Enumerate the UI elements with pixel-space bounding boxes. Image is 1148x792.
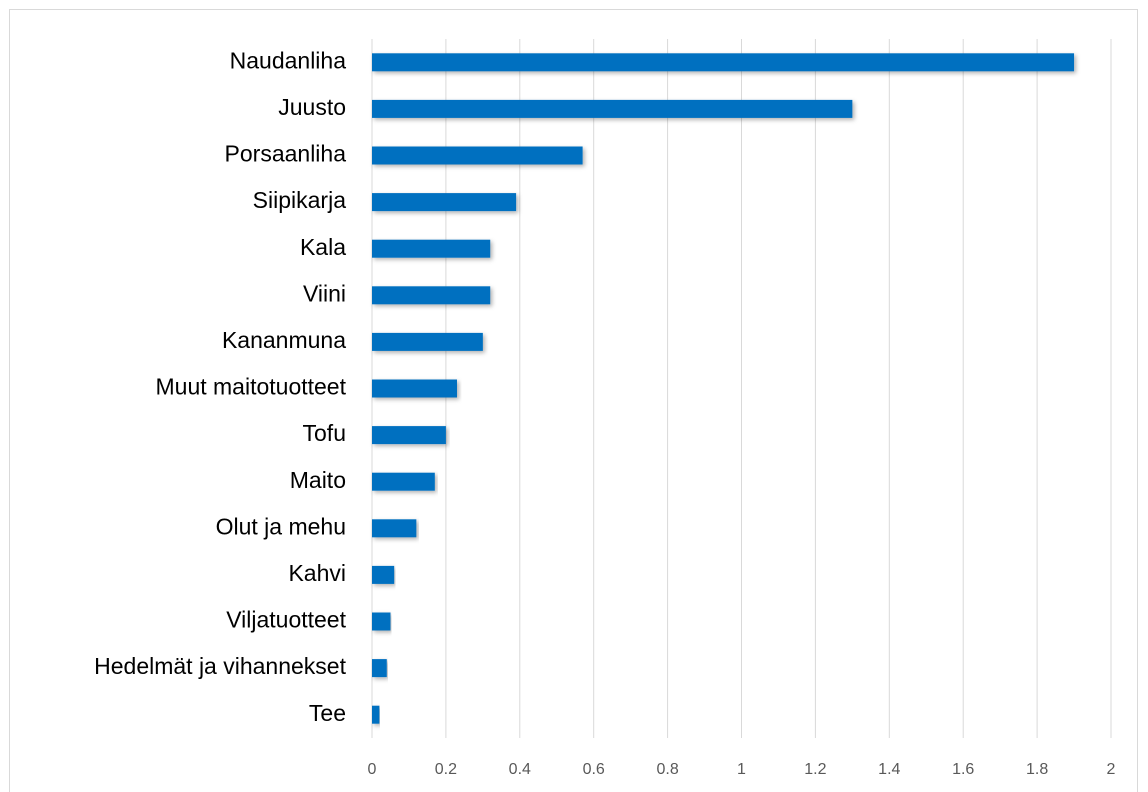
y-tick-label: Viljatuotteet — [226, 607, 346, 633]
bar — [372, 426, 446, 445]
y-tick-label: Tee — [309, 700, 346, 726]
bar — [372, 705, 380, 724]
x-tick-label: 1 — [737, 761, 746, 778]
bar — [372, 146, 583, 165]
y-tick-label: Kahvi — [288, 560, 346, 586]
bar — [372, 286, 491, 305]
x-tick-label: 0.6 — [583, 761, 605, 778]
bar — [372, 379, 457, 398]
y-tick-label: Kala — [300, 234, 346, 260]
y-tick-label: Juusto — [278, 94, 346, 120]
bar — [372, 193, 517, 212]
bar — [372, 332, 483, 351]
chart-frame — [9, 9, 1138, 792]
y-tick-label: Siipikarja — [253, 187, 347, 213]
bar — [372, 239, 491, 258]
y-tick-label: Hedelmät ja vihannekset — [94, 653, 346, 679]
x-tick-label: 1.4 — [878, 761, 900, 778]
bar — [372, 99, 853, 118]
y-tick-label: Naudanliha — [230, 47, 347, 73]
x-tick-label: 1.6 — [952, 761, 974, 778]
bar — [372, 53, 1075, 72]
bar — [372, 519, 417, 538]
x-tick-label: 0 — [368, 761, 377, 778]
bar — [372, 565, 395, 584]
x-tick-label: 1.2 — [804, 761, 826, 778]
bar — [372, 472, 435, 491]
y-tick-label: Kananmuna — [222, 327, 346, 353]
y-tick-label: Tofu — [303, 420, 346, 446]
bar — [372, 612, 391, 631]
y-tick-label: Maito — [290, 467, 346, 493]
x-tick-label: 0.8 — [656, 761, 678, 778]
x-tick-label: 0.4 — [509, 761, 531, 778]
y-tick-label: Olut ja mehu — [216, 513, 346, 539]
x-tick-label: 1.8 — [1026, 761, 1048, 778]
x-tick-label: 2 — [1107, 761, 1116, 778]
y-tick-label: Porsaanliha — [225, 141, 347, 167]
y-tick-label: Muut maitotuotteet — [156, 374, 347, 400]
x-tick-label: 0.2 — [435, 761, 457, 778]
y-tick-label: Viini — [303, 280, 346, 306]
bar — [372, 659, 387, 678]
